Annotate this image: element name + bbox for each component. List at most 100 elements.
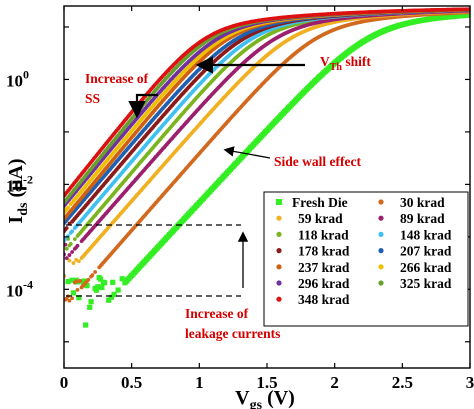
series-30-krad xyxy=(64,10,470,303)
data-point xyxy=(119,276,125,282)
legend-marker xyxy=(276,264,282,270)
data-point xyxy=(76,259,81,264)
data-point xyxy=(74,279,79,284)
data-point xyxy=(97,276,104,282)
annotations: Increase of SS VTh shift Side wall effect In… xyxy=(66,54,371,341)
legend-marker xyxy=(378,248,384,254)
data-point xyxy=(67,298,72,303)
data-point xyxy=(81,278,87,284)
data-point xyxy=(75,287,80,292)
data-point xyxy=(70,296,75,301)
legend-label: 266 krad xyxy=(400,260,452,275)
x-tick-label: 0.5 xyxy=(121,373,142,392)
legend-box xyxy=(263,191,469,327)
data-point xyxy=(66,205,70,210)
x-tick-label: 3 xyxy=(466,373,474,392)
series-348-krad xyxy=(64,7,470,198)
data-point xyxy=(108,294,114,300)
data-point xyxy=(76,295,82,301)
data-point xyxy=(64,242,68,247)
legend-label: 348 krad xyxy=(298,292,350,307)
increase-ss-label-line2: SS xyxy=(85,91,100,106)
legend-marker xyxy=(378,215,384,221)
data-point xyxy=(70,250,75,254)
data-point xyxy=(93,270,98,274)
legend-marker xyxy=(276,280,282,286)
increase-ss-label-line1: Increase of xyxy=(85,71,149,86)
data-point xyxy=(87,304,93,310)
series-fresh-die xyxy=(65,12,470,328)
leakage-label-line2: leakage currents xyxy=(185,326,280,341)
legend-label: 30 krad xyxy=(400,195,445,210)
data-point xyxy=(84,283,90,289)
series-237-krad xyxy=(64,7,470,221)
data-point xyxy=(90,273,95,278)
data-point xyxy=(64,237,68,242)
data-point xyxy=(95,284,101,290)
x-tick-label: 1.5 xyxy=(256,373,277,392)
data-point xyxy=(70,229,75,234)
data-point xyxy=(88,299,94,305)
legend-label: 148 krad xyxy=(400,227,452,242)
data-point xyxy=(71,261,76,265)
data-point xyxy=(70,290,77,296)
y-tick-label: 10-2 xyxy=(6,172,33,195)
x-tick-label: 2.5 xyxy=(392,373,413,392)
legend-marker xyxy=(276,199,282,205)
axes: 0 0.5 1 1.5 2 2.5 3 100 10-2 10-4 xyxy=(6,5,474,392)
vth-shift-label: VTh shift xyxy=(320,54,371,73)
legend-label: 59 krad xyxy=(298,211,343,226)
data-point xyxy=(68,242,73,246)
legend-marker xyxy=(378,264,384,270)
data-point xyxy=(93,287,100,293)
legend-marker xyxy=(378,199,384,205)
y-axis-title: Ids (μA) xyxy=(5,158,31,223)
data-point xyxy=(67,258,72,263)
data-point xyxy=(64,246,69,251)
data-point xyxy=(106,297,112,303)
data-point xyxy=(102,280,108,286)
side-wall-arrow xyxy=(223,146,271,159)
y-tick-label: 10-4 xyxy=(6,277,33,300)
data-points-layer xyxy=(64,7,470,328)
leakage-label-line1: Increase of xyxy=(185,306,249,321)
side-wall-label: Side wall effect xyxy=(274,154,361,169)
legend-label: 296 krad xyxy=(298,276,350,291)
legend-marker xyxy=(276,296,282,302)
legend-marker xyxy=(276,248,282,254)
data-point xyxy=(83,322,89,328)
series-296-krad xyxy=(64,7,470,208)
data-point xyxy=(72,237,77,242)
data-point xyxy=(69,277,75,283)
axis-labels: Vgs (V) Ids (μA) xyxy=(5,158,295,409)
data-point xyxy=(65,279,71,285)
data-point xyxy=(75,243,80,248)
legend-label: 118 krad xyxy=(298,227,349,242)
data-point xyxy=(67,253,72,257)
data-point xyxy=(64,256,69,261)
y-tick-label: 100 xyxy=(6,67,29,90)
legend-label: 207 krad xyxy=(400,244,452,259)
legend-marker xyxy=(276,231,282,237)
data-point xyxy=(110,279,116,285)
legend-marker xyxy=(276,215,282,221)
x-axis-title: Vgs (V) xyxy=(235,387,295,409)
legend-label: 237 krad xyxy=(298,260,350,275)
data-point xyxy=(86,277,91,282)
legend-label: 89 krad xyxy=(400,211,445,226)
legend-label: 325 krad xyxy=(400,276,452,291)
data-point xyxy=(115,287,121,293)
data-point xyxy=(467,12,470,18)
legend-label: Fresh Die xyxy=(292,195,348,210)
x-tick-label: 2 xyxy=(330,373,339,392)
increase-ss-arrow xyxy=(128,93,158,119)
legend: Fresh Die 30 krad 59 krad 89 krad 118 krad 14… xyxy=(263,191,469,327)
legend-marker xyxy=(378,280,384,286)
data-point xyxy=(111,291,117,298)
legend-marker xyxy=(378,231,384,237)
data-point xyxy=(64,226,69,230)
data-point xyxy=(78,279,83,283)
data-point xyxy=(99,284,105,291)
x-tick-label: 0 xyxy=(60,373,69,392)
